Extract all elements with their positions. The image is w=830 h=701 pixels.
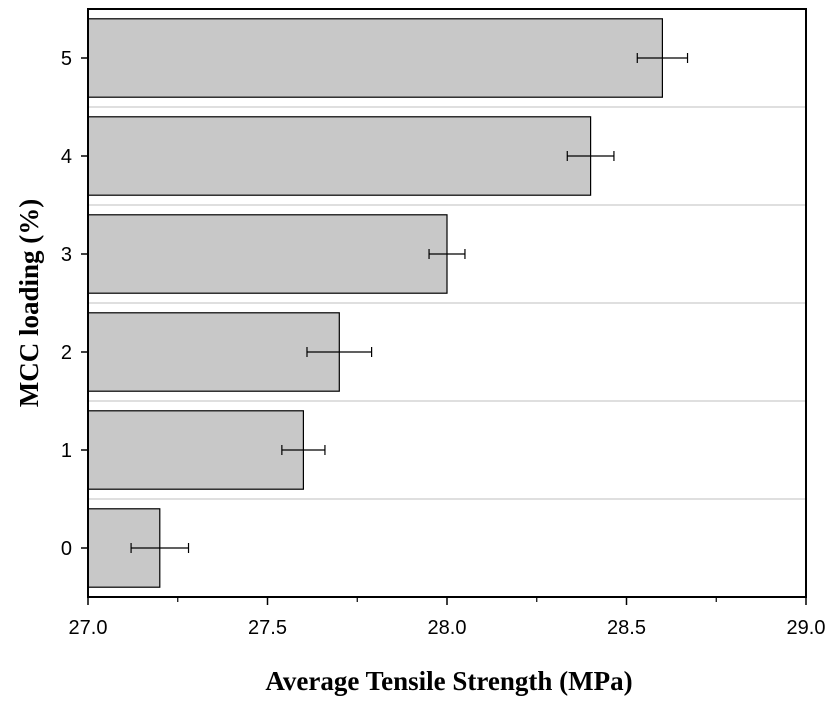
- x-axis-ticks: 27.0 27.5 28.0 28.5 29.0: [69, 597, 826, 639]
- error-bar-5: [636, 53, 689, 63]
- x-tick-label: 28.5: [607, 617, 646, 639]
- error-bar-4: [566, 151, 615, 161]
- bar-3: [87, 214, 448, 294]
- x-tick-label: 27.5: [248, 617, 287, 639]
- x-tick-label: 29.0: [787, 617, 826, 639]
- x-axis-title: Average Tensile Strength (MPa): [265, 666, 632, 696]
- error-bars: [130, 53, 689, 553]
- error-bar-0: [130, 543, 190, 553]
- error-bar-1: [281, 445, 326, 455]
- bar-4: [87, 116, 592, 196]
- y-tick-label: 1: [61, 440, 72, 462]
- y-tick-label: 5: [61, 48, 72, 70]
- category-separators: [88, 106, 806, 500]
- error-bar-2: [306, 347, 373, 357]
- y-tick-label: 3: [61, 244, 72, 266]
- bar-2: [87, 312, 340, 392]
- y-tick-label: 4: [61, 146, 72, 168]
- x-tick-label: 28.0: [428, 617, 467, 639]
- y-tick-label: 0: [61, 538, 72, 560]
- y-axis-title: MCC loading (%): [14, 199, 44, 408]
- bar-1: [87, 410, 304, 490]
- y-tick-label: 2: [61, 342, 72, 364]
- y-axis-ticks: 0 1 2 3 4 5: [61, 48, 88, 560]
- error-bar-3: [428, 249, 466, 259]
- bars: [87, 18, 664, 588]
- bar-5: [87, 18, 664, 98]
- x-tick-label: 27.0: [69, 617, 108, 639]
